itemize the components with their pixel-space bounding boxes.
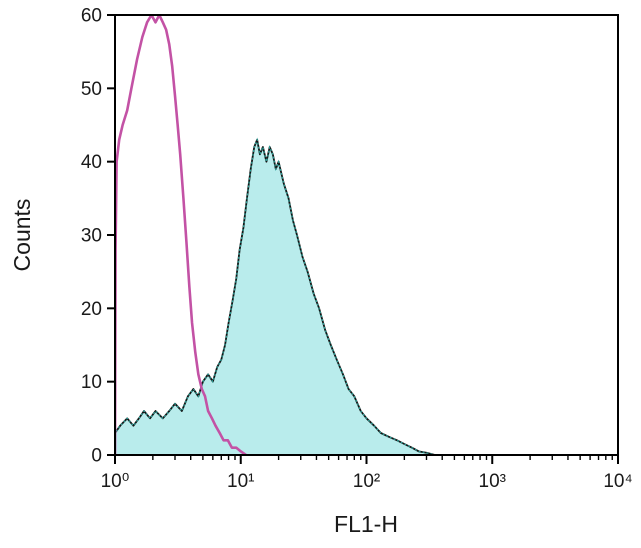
control-open-histogram: [115, 15, 247, 455]
sample-filled-histogram-fill: [115, 139, 435, 455]
y-tick-label: 20: [81, 299, 102, 320]
x-tick-label: 10³: [479, 471, 506, 492]
axes-layer: [107, 14, 619, 464]
y-tick-label: 30: [81, 226, 102, 247]
y-axis-label: Counts: [9, 199, 35, 272]
x-tick-label: 10²: [353, 471, 380, 492]
x-tick-label: 10¹: [227, 471, 254, 492]
y-tick-label: 0: [91, 446, 102, 467]
y-tick-label: 10: [81, 372, 102, 393]
x-tick-label: 10⁰: [101, 471, 130, 492]
y-tick-label: 60: [81, 6, 102, 27]
y-tick-label: 50: [81, 79, 102, 100]
x-tick-label: 10⁴: [603, 471, 632, 492]
plot-frame: [114, 14, 619, 456]
y-tick-label: 40: [81, 152, 102, 173]
sample-filled-histogram-outline: [115, 138, 436, 455]
series-layer: [115, 15, 436, 455]
x-axis-label: FL1-H: [334, 511, 398, 537]
tick-labels-layer: 0 10 20 30 40 50 60 10⁰ 10¹ 10² 10³ 10⁴: [81, 6, 633, 493]
